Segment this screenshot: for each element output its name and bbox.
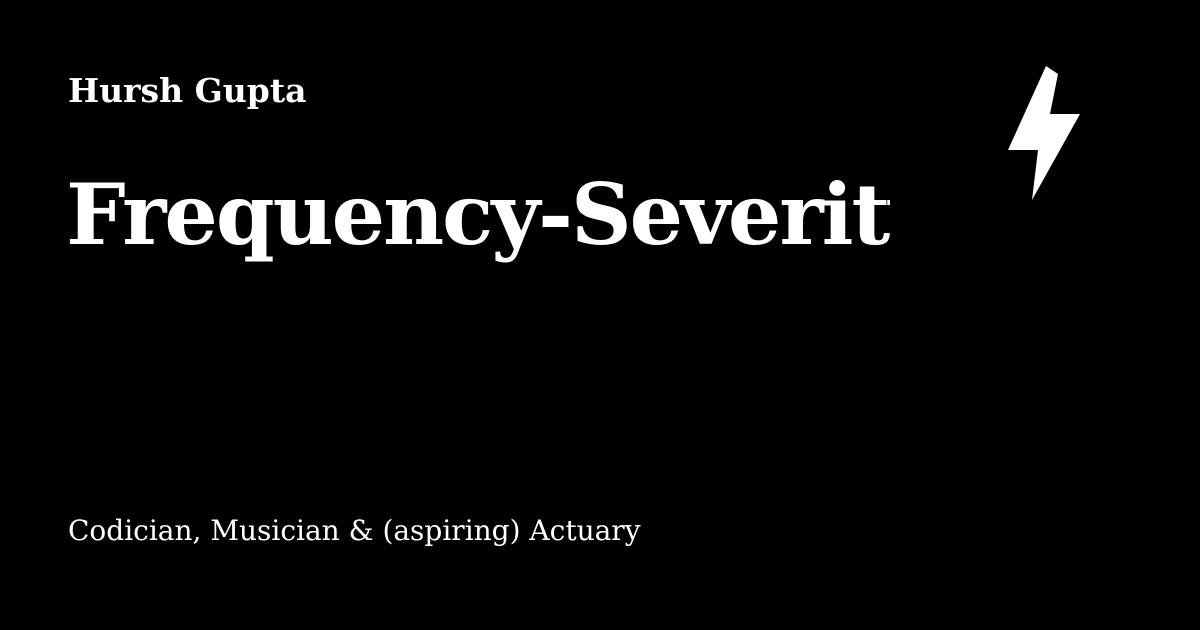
author-name: Hursh Gupta [68,71,307,110]
title-container: Frequency-Severity [66,160,890,280]
post-title: Frequency-Severity [66,165,890,264]
author-tagline: Codician, Musician & (aspiring) Actuary [68,514,641,547]
lightning-bolt-icon [1008,66,1080,200]
